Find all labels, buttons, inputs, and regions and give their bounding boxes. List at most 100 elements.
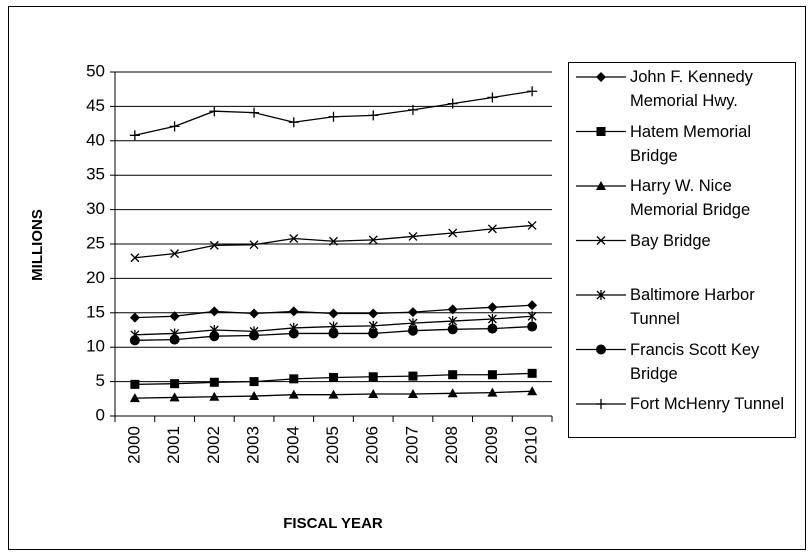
- marker: [447, 388, 458, 398]
- marker-part: [288, 117, 299, 128]
- marker: [129, 312, 140, 323]
- marker-part: [368, 328, 379, 339]
- x-tick-label: 2002: [204, 426, 223, 464]
- marker-part: [289, 234, 299, 243]
- marker: [170, 249, 180, 259]
- marker: [288, 306, 299, 317]
- marker: [209, 391, 220, 401]
- marker: [249, 377, 259, 387]
- y-tick-label: 15: [86, 302, 105, 321]
- chart-frame: [8, 6, 806, 550]
- marker: [527, 311, 537, 322]
- marker: [129, 393, 140, 403]
- marker: [447, 324, 458, 335]
- marker: [448, 228, 458, 238]
- marker-part: [447, 388, 458, 398]
- marker-part: [329, 236, 338, 246]
- marker: [527, 300, 538, 311]
- legend-label: Hatem Memorial Bridge: [630, 122, 752, 165]
- legend-label: Fort McHenry Tunnel: [630, 395, 785, 413]
- marker-part: [289, 374, 299, 384]
- y-tick-label: 30: [86, 199, 105, 218]
- marker: [288, 389, 299, 399]
- legend-label: John F. Kennedy Memorial Hwy.: [630, 68, 753, 110]
- marker-part: [209, 331, 220, 342]
- y-tick-label: 5: [96, 371, 105, 390]
- marker-part: [368, 235, 378, 245]
- legend-label: Baltimore Harbor Tunnel: [630, 286, 755, 328]
- marker-part: [447, 98, 458, 109]
- marker-part: [328, 328, 339, 339]
- marker-part: [596, 399, 606, 409]
- marker: [407, 104, 418, 115]
- marker-part: [487, 323, 498, 334]
- marker: [130, 253, 140, 263]
- marker: [408, 231, 418, 241]
- y-tick-label: 20: [86, 268, 105, 287]
- marker-part: [329, 372, 338, 382]
- marker-part: [249, 240, 259, 250]
- marker: [169, 392, 180, 402]
- marker: [596, 344, 606, 355]
- marker-part: [447, 324, 458, 335]
- marker-part: [368, 388, 379, 398]
- marker-part: [328, 308, 339, 319]
- marker-part: [249, 107, 260, 118]
- marker-part: [407, 325, 418, 336]
- marker: [447, 304, 458, 315]
- legend-label: Harry W. Nice Memorial Bridge: [630, 177, 751, 219]
- x-tick-label: 2008: [442, 426, 461, 464]
- marker: [596, 236, 606, 245]
- marker-part: [169, 121, 180, 132]
- marker-part: [130, 379, 140, 389]
- y-tick-label: 35: [86, 165, 105, 184]
- marker: [129, 335, 140, 346]
- marker: [289, 234, 299, 243]
- marker: [407, 388, 418, 398]
- marker: [368, 372, 378, 382]
- marker: [209, 240, 219, 250]
- x-tick-label: 2005: [323, 426, 342, 464]
- marker-part: [249, 330, 260, 341]
- marker-part: [328, 389, 339, 399]
- marker-part: [129, 393, 140, 403]
- x-tick-label: 2001: [164, 426, 183, 464]
- marker: [596, 290, 606, 300]
- y-tick-label: 50: [86, 61, 105, 80]
- marker-part: [407, 104, 418, 115]
- marker: [487, 302, 498, 313]
- marker-part: [209, 240, 219, 250]
- marker: [169, 311, 180, 322]
- marker: [209, 331, 220, 342]
- marker: [407, 325, 418, 336]
- marker: [527, 368, 537, 378]
- marker: [368, 388, 379, 398]
- legend-box: [568, 62, 796, 438]
- marker-part: [527, 300, 538, 311]
- marker-part: [527, 220, 537, 230]
- y-axis-label: MILLIONS: [29, 209, 46, 281]
- marker-part: [407, 307, 418, 318]
- marker: [527, 86, 538, 97]
- marker-part: [487, 313, 497, 324]
- marker: [487, 313, 497, 324]
- marker: [249, 308, 260, 319]
- marker: [407, 307, 418, 318]
- marker-part: [596, 344, 606, 355]
- marker: [209, 106, 220, 117]
- marker: [209, 377, 219, 387]
- marker-part: [527, 368, 537, 378]
- marker: [527, 321, 538, 332]
- marker: [487, 323, 498, 334]
- marker-part: [249, 377, 259, 387]
- marker-part: [288, 389, 299, 399]
- marker: [596, 127, 606, 136]
- marker: [368, 110, 379, 121]
- marker: [289, 374, 299, 384]
- marker-part: [170, 249, 180, 259]
- marker-part: [368, 372, 378, 382]
- y-tick-label: 10: [86, 337, 105, 356]
- marker-part: [448, 370, 458, 380]
- marker-part: [249, 391, 260, 401]
